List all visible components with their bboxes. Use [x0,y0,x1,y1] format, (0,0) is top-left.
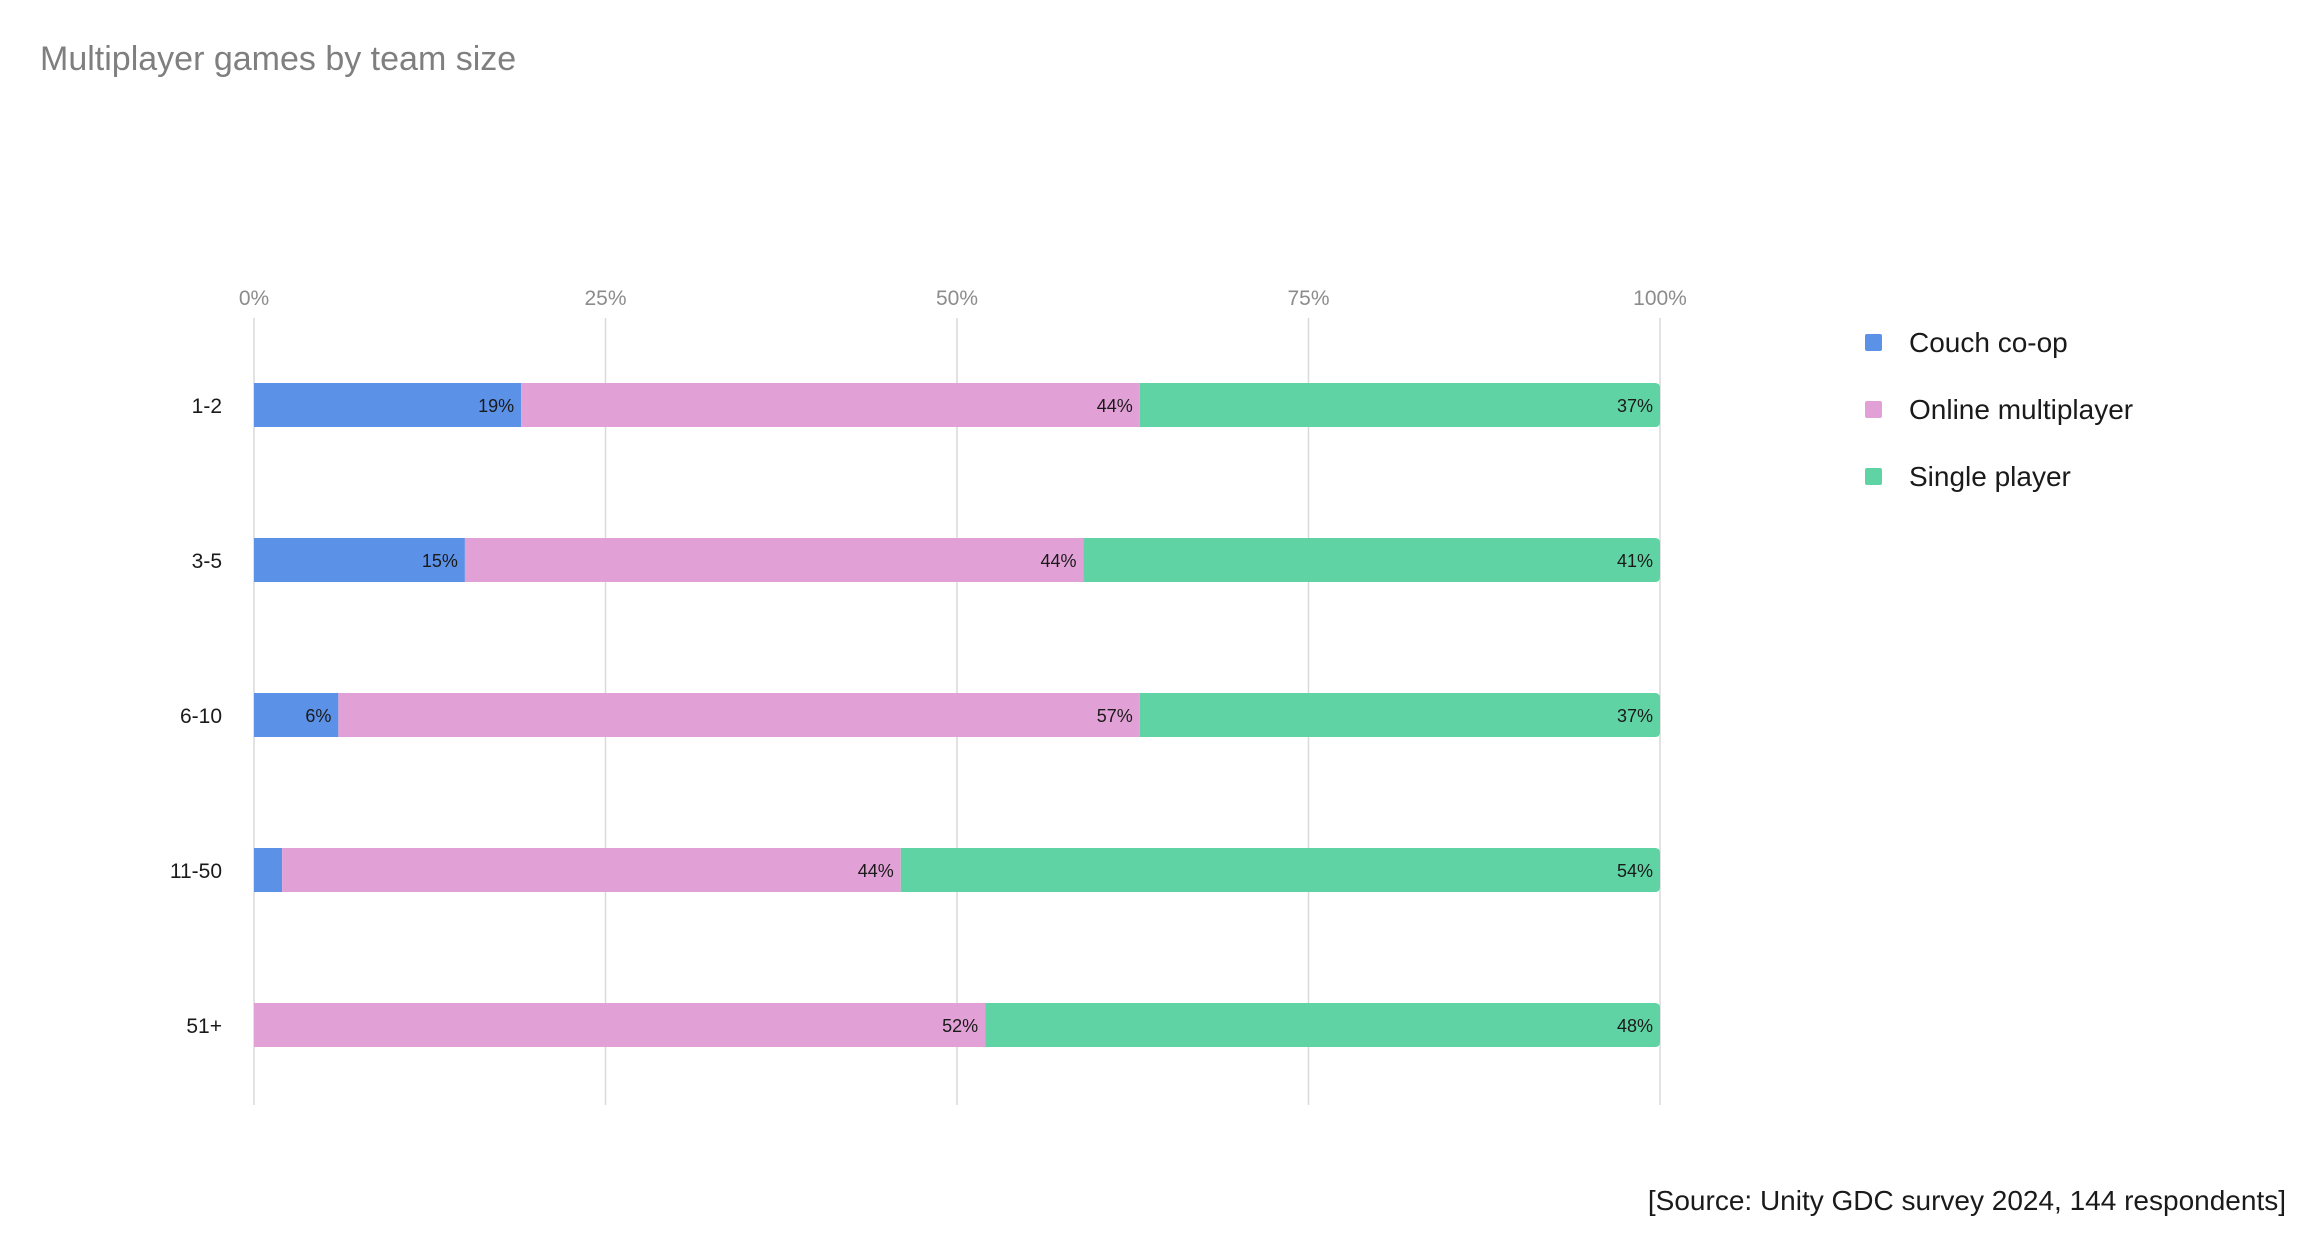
data-label: 54% [1617,861,1653,881]
data-label: 44% [858,861,894,881]
bar-segment [521,383,1140,427]
bar-segment [900,848,1660,892]
data-label: 19% [478,396,514,416]
bar-segment [282,848,901,892]
bars: 19%44%37%15%44%41%6%57%37%2%44%54%0%52%4… [254,383,1660,1047]
x-tick-label: 50% [936,287,978,310]
data-label: 48% [1617,1016,1653,1036]
legend-swatch [1865,401,1882,418]
category-label: 6-10 [180,705,222,728]
data-label: 41% [1617,551,1653,571]
x-tick-label: 75% [1287,287,1329,310]
data-label: 44% [1097,396,1133,416]
bar-segment [1083,538,1660,582]
data-label: 44% [1041,551,1077,571]
legend-swatch [1865,468,1882,485]
legend-label: Online multiplayer [1909,394,2133,425]
x-tick-label: 0% [239,287,269,310]
category-label: 3-5 [192,550,222,573]
chart-title: Multiplayer games by team size [40,40,516,78]
x-tick-label: 25% [584,287,626,310]
legend-label: Couch co-op [1909,327,2068,358]
y-axis-categories: 1-2 3-5 6-10 11-50 51+ [170,395,222,1038]
bar-segment [254,848,283,892]
data-label: 52% [942,1016,978,1036]
bar-segment [1139,693,1660,737]
category-label: 1-2 [192,395,222,418]
x-tick-label: 100% [1633,287,1687,310]
data-label: 15% [422,551,458,571]
bar-segment [985,1003,1660,1047]
legend-label: Single player [1909,461,2071,492]
bar-segment [254,383,522,427]
legend: Couch co-op Online multiplayer Single play… [1865,327,2133,492]
data-label: 37% [1617,396,1653,416]
source-note: [Source: Unity GDC survey 2024, 144 resp… [1648,1185,2286,1216]
bar-segment [338,693,1140,737]
legend-swatch [1865,334,1882,351]
x-axis-ticks: 0% 25% 50% 75% 100% [239,287,1687,310]
bar-segment [254,538,465,582]
category-label: 11-50 [170,860,222,883]
bar-segment [1139,383,1660,427]
bar-segment [464,538,1084,582]
category-label: 51+ [186,1015,222,1038]
data-label: 6% [305,706,331,726]
data-label: 57% [1097,706,1133,726]
bar-segment [254,693,339,737]
data-label: 37% [1617,706,1653,726]
bar-segment [254,1003,986,1047]
